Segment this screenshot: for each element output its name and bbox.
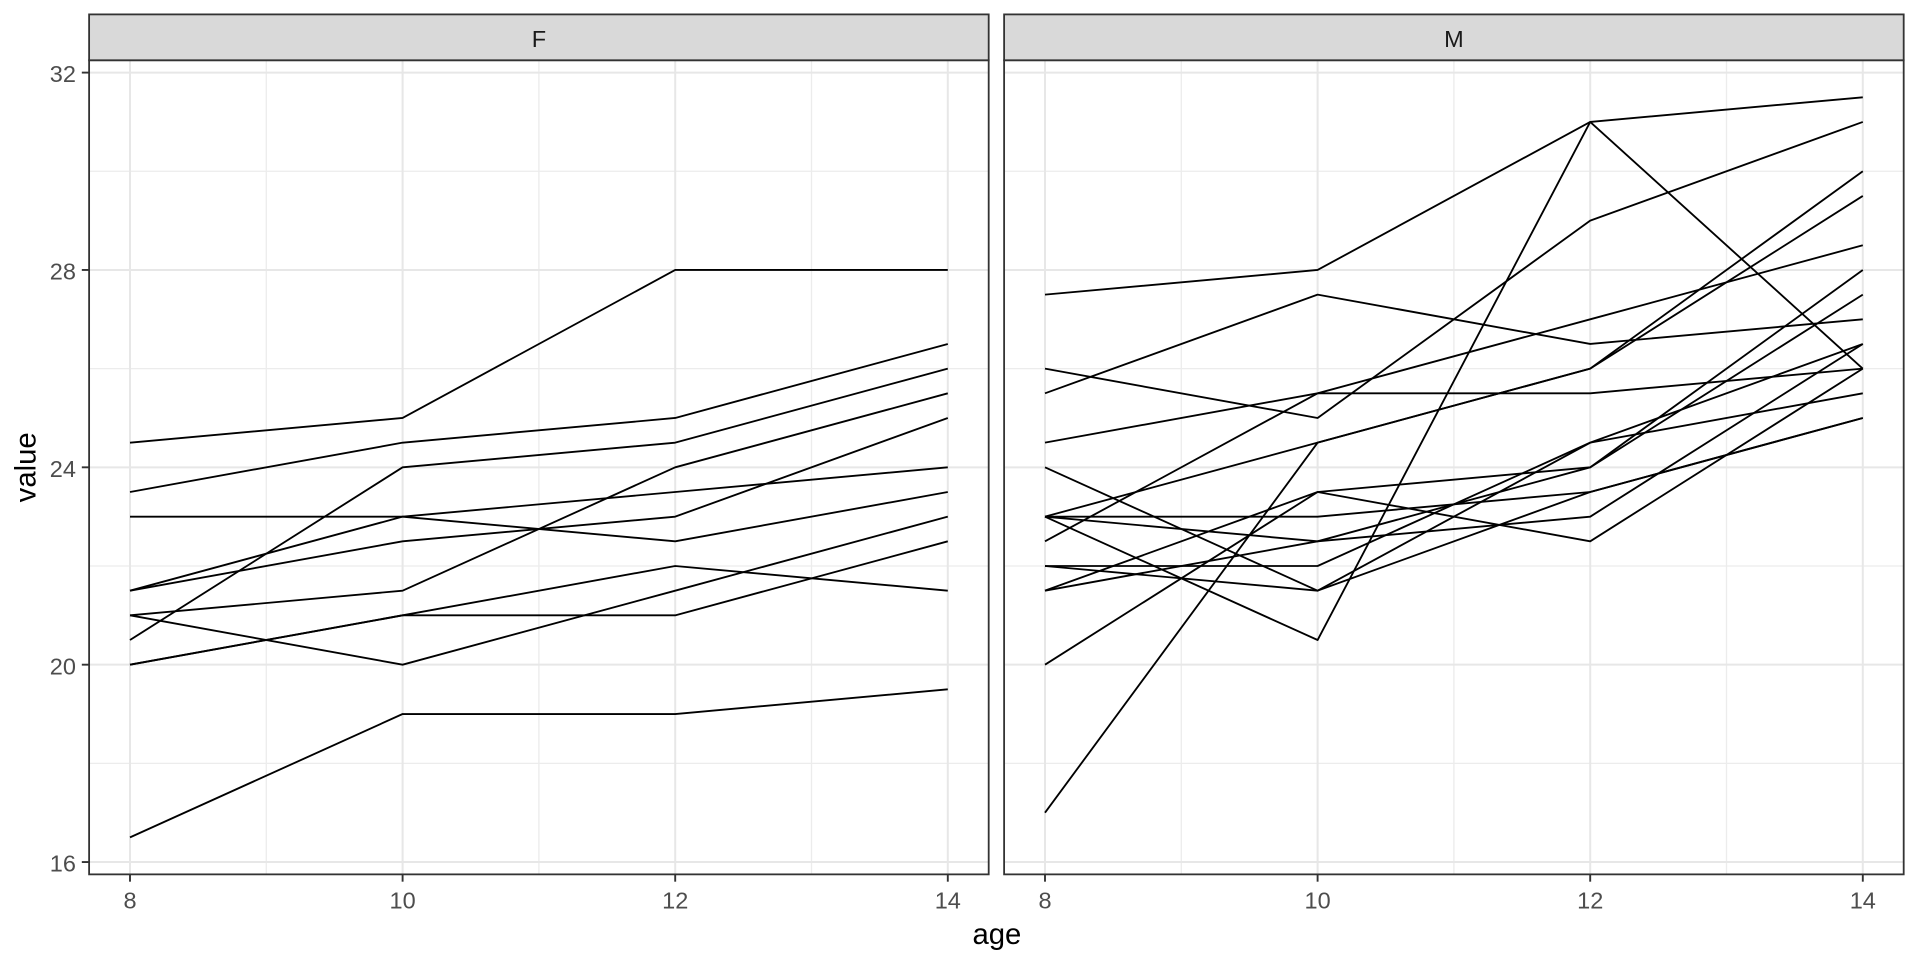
svg-text:8: 8 (123, 888, 136, 914)
svg-text:F: F (532, 26, 546, 52)
svg-text:12: 12 (662, 888, 688, 914)
svg-text:value: value (10, 432, 43, 502)
svg-text:age: age (972, 918, 1021, 951)
svg-text:10: 10 (390, 888, 416, 914)
svg-text:16: 16 (50, 851, 76, 877)
svg-text:28: 28 (50, 259, 76, 285)
svg-text:20: 20 (50, 653, 76, 679)
svg-text:14: 14 (935, 888, 961, 914)
svg-text:8: 8 (1038, 888, 1051, 914)
svg-text:12: 12 (1577, 888, 1603, 914)
svg-text:24: 24 (50, 456, 76, 482)
svg-text:14: 14 (1850, 888, 1876, 914)
svg-text:32: 32 (50, 61, 76, 87)
svg-text:10: 10 (1305, 888, 1331, 914)
svg-text:M: M (1444, 26, 1464, 52)
